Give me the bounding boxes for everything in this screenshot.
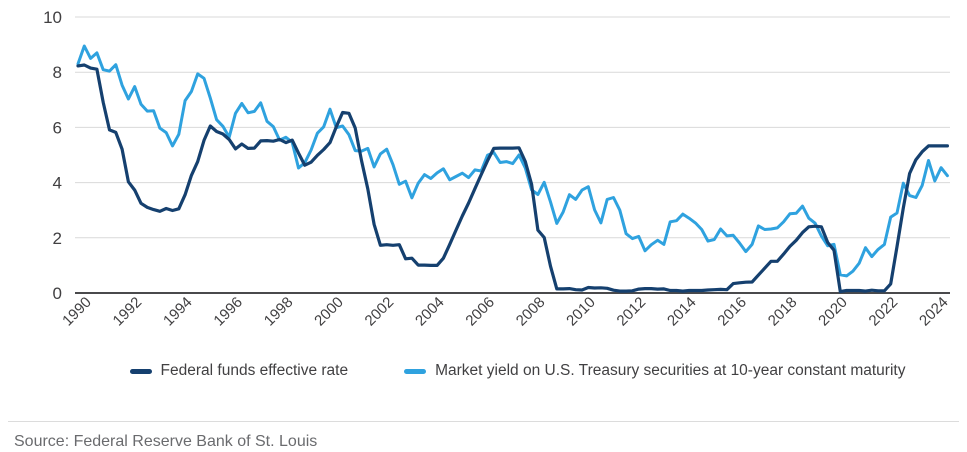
source-divider [8,421,959,422]
x-tick-label: 2000 [311,294,347,330]
x-tick-label: 2002 [362,294,398,330]
chart-legend: Federal funds effective rate Market yiel… [34,359,967,383]
x-tick-label: 1994 [160,294,196,330]
legend-item-fed-funds: Federal funds effective rate [129,362,349,380]
x-tick-label: 2008 [513,294,549,330]
x-tick-label: 2010 [563,294,599,330]
x-tick-label: 2014 [664,294,700,330]
legend-label-fed-funds: Federal funds effective rate [160,362,349,379]
legend-item-treasury-10y: Market yield on U.S. Treasury securities… [404,362,905,380]
x-tick-label: 1998 [261,294,297,330]
y-tick-label: 6 [53,118,62,137]
y-tick-label: 4 [53,174,62,193]
legend-label-treasury-10y: Market yield on U.S. Treasury securities… [435,362,906,379]
source-text: Source: Federal Reserve Bank of St. Loui… [14,433,318,450]
x-tick-label: 2016 [714,294,750,330]
series-line-0 [76,63,950,294]
x-tick-label: 2018 [765,294,801,330]
legend-swatch-fed-funds-icon [129,368,152,374]
y-tick-label: 10 [43,8,62,27]
x-tick-label: 1996 [210,294,246,330]
x-tick-label: 1990 [59,294,95,330]
x-tick-label: 1992 [110,294,146,330]
x-tick-label: 2012 [614,294,650,330]
x-tick-label: 2022 [866,294,902,330]
rate-chart: 0 2 4 6 8 10 1990 1992 1994 1996 1998 2000 2002 2004 2… [43,8,952,330]
x-tick-label: 2024 [916,294,952,330]
x-tick-label: 2006 [462,294,498,330]
series-line-1 [76,44,949,278]
x-tick-label: 2004 [412,294,448,330]
y-tick-label: 8 [53,63,62,82]
y-tick-label: 2 [53,229,62,248]
x-tick-label: 2020 [815,294,851,330]
y-tick-label: 0 [53,284,62,303]
legend-swatch-treasury-10y-icon [404,368,427,374]
